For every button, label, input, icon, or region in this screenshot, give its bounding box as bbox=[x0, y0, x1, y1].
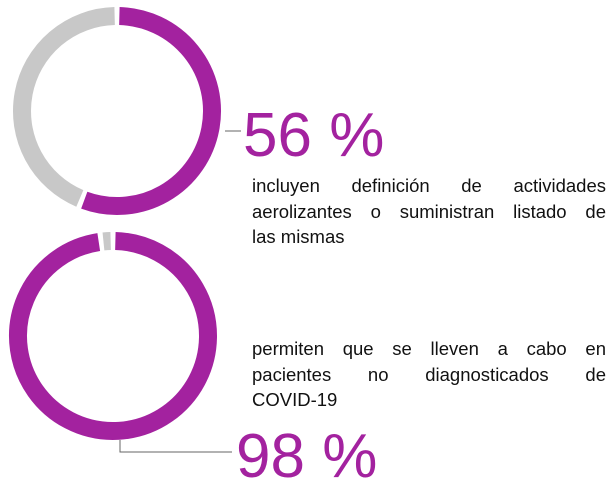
description-line: COVID-19 bbox=[252, 389, 338, 410]
donut-segment bbox=[81, 7, 221, 215]
leader-line bbox=[119, 440, 232, 453]
donut-track bbox=[13, 7, 115, 207]
donut-segment bbox=[9, 232, 217, 440]
description-line: las mismas bbox=[252, 226, 345, 247]
description: incluyen definición de actividades aeroli… bbox=[252, 173, 606, 250]
description: permiten que se lleven a cabo en paciente… bbox=[252, 336, 606, 413]
description-line: incluyen definición de actividades bbox=[252, 175, 606, 196]
description-line: aerolizantes o suministran listado de bbox=[252, 200, 606, 222]
description-line: pacientes no diagnosticados de bbox=[252, 363, 606, 385]
value-label: 98 % bbox=[236, 422, 377, 482]
value-label: 56 % bbox=[243, 101, 384, 170]
description-line: permiten que se lleven a cabo en bbox=[252, 338, 606, 359]
